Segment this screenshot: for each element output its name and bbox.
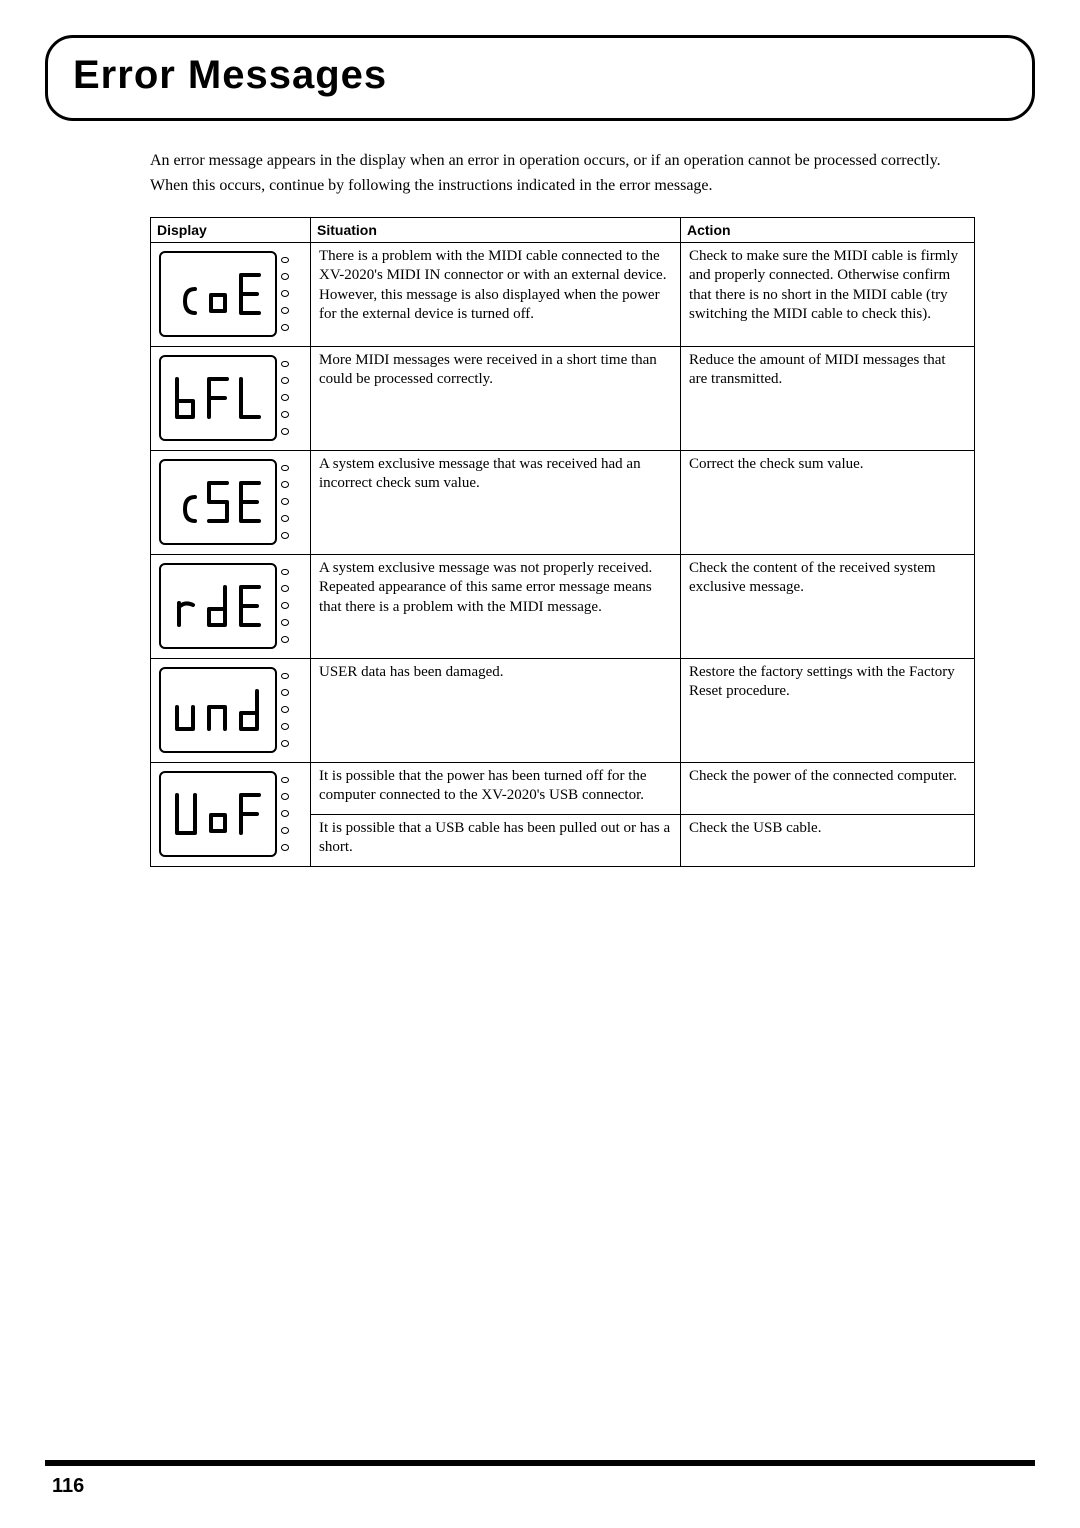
lcd-dot bbox=[281, 394, 289, 401]
action-cell: Check to make sure the MIDI cable is fir… bbox=[681, 242, 975, 346]
lcd-chars bbox=[171, 683, 265, 737]
table-row: A system exclusive message that was rece… bbox=[151, 450, 975, 554]
lcd-dot bbox=[281, 273, 289, 280]
lcd-dot bbox=[281, 290, 289, 297]
lcd-dot bbox=[281, 827, 289, 834]
situation-cell: A system exclusive message that was rece… bbox=[311, 450, 681, 554]
action-cell: Restore the factory settings with the Fa… bbox=[681, 658, 975, 762]
error-table: Display Situation Action There is a prob… bbox=[150, 217, 975, 867]
situation-cell: It is possible that the power has been t… bbox=[311, 762, 681, 814]
lcd-dot bbox=[281, 307, 289, 314]
lcd-dot bbox=[281, 377, 289, 384]
lcd-dot bbox=[281, 636, 289, 643]
lcd-dot bbox=[281, 481, 289, 488]
lcd-dot bbox=[281, 324, 289, 331]
display-cell bbox=[151, 346, 311, 450]
lcd-dot bbox=[281, 515, 289, 522]
lcd-dots bbox=[277, 771, 289, 857]
lcd-frame bbox=[159, 771, 277, 857]
situation-cell: A system exclusive message was not prope… bbox=[311, 554, 681, 658]
lcd-dot bbox=[281, 532, 289, 539]
lcd-dot bbox=[281, 465, 289, 472]
lcd-dot bbox=[281, 257, 289, 264]
lcd-frame bbox=[159, 459, 277, 545]
lcd-dot bbox=[281, 428, 289, 435]
display-cell bbox=[151, 554, 311, 658]
lcd-chars bbox=[171, 579, 265, 633]
lcd-frame bbox=[159, 251, 277, 337]
lcd-display bbox=[159, 251, 301, 337]
lcd-display bbox=[159, 771, 301, 857]
table-row: USER data has been damaged.Restore the f… bbox=[151, 658, 975, 762]
lcd-dot bbox=[281, 602, 289, 609]
lcd-dot bbox=[281, 723, 289, 730]
display-cell bbox=[151, 658, 311, 762]
page-title: Error Messages bbox=[73, 53, 1007, 98]
action-cell: Check the power of the connected compute… bbox=[681, 762, 975, 814]
lcd-dot bbox=[281, 498, 289, 505]
lcd-dots bbox=[277, 667, 289, 753]
header-display: Display bbox=[151, 217, 311, 242]
lcd-chars bbox=[171, 475, 265, 529]
display-cell bbox=[151, 242, 311, 346]
footer-bar bbox=[45, 1460, 1035, 1466]
table-row: It is possible that the power has been t… bbox=[151, 762, 975, 814]
lcd-display bbox=[159, 355, 301, 441]
lcd-dot bbox=[281, 844, 289, 851]
display-cell bbox=[151, 450, 311, 554]
action-cell: Check the USB cable. bbox=[681, 814, 975, 866]
lcd-display bbox=[159, 563, 301, 649]
table-row: More MIDI messages were received in a sh… bbox=[151, 346, 975, 450]
lcd-dots bbox=[277, 355, 289, 441]
situation-cell: There is a problem with the MIDI cable c… bbox=[311, 242, 681, 346]
table-header-row: Display Situation Action bbox=[151, 217, 975, 242]
lcd-dot bbox=[281, 793, 289, 800]
action-cell: Check the content of the received system… bbox=[681, 554, 975, 658]
situation-cell: USER data has been damaged. bbox=[311, 658, 681, 762]
lcd-dots bbox=[277, 563, 289, 649]
lcd-dot bbox=[281, 673, 289, 680]
lcd-dot bbox=[281, 777, 289, 784]
lcd-dots bbox=[277, 251, 289, 337]
lcd-dot bbox=[281, 569, 289, 576]
lcd-dot bbox=[281, 740, 289, 747]
lcd-dot bbox=[281, 361, 289, 368]
header-situation: Situation bbox=[311, 217, 681, 242]
lcd-chars bbox=[171, 787, 265, 841]
intro-paragraph: An error message appears in the display … bbox=[150, 149, 975, 199]
title-frame: Error Messages bbox=[45, 35, 1035, 121]
lcd-frame bbox=[159, 667, 277, 753]
table-row: A system exclusive message was not prope… bbox=[151, 554, 975, 658]
lcd-chars bbox=[171, 267, 265, 321]
lcd-dot bbox=[281, 689, 289, 696]
situation-cell: It is possible that a USB cable has been… bbox=[311, 814, 681, 866]
display-cell bbox=[151, 762, 311, 866]
header-action: Action bbox=[681, 217, 975, 242]
table-row: There is a problem with the MIDI cable c… bbox=[151, 242, 975, 346]
situation-cell: More MIDI messages were received in a sh… bbox=[311, 346, 681, 450]
action-cell: Reduce the amount of MIDI messages that … bbox=[681, 346, 975, 450]
lcd-dot bbox=[281, 585, 289, 592]
lcd-dots bbox=[277, 459, 289, 545]
lcd-frame bbox=[159, 563, 277, 649]
action-cell: Correct the check sum value. bbox=[681, 450, 975, 554]
lcd-display bbox=[159, 667, 301, 753]
lcd-dot bbox=[281, 411, 289, 418]
page-number: 116 bbox=[52, 1475, 84, 1498]
lcd-dot bbox=[281, 706, 289, 713]
lcd-chars bbox=[171, 371, 265, 425]
lcd-dot bbox=[281, 810, 289, 817]
lcd-frame bbox=[159, 355, 277, 441]
lcd-dot bbox=[281, 619, 289, 626]
lcd-display bbox=[159, 459, 301, 545]
